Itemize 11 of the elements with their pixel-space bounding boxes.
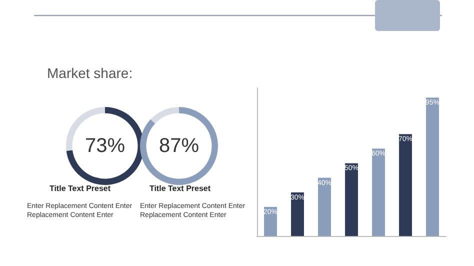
text: Title Text Preset: [148, 184, 212, 193]
bar: [345, 163, 358, 236]
bar: [291, 192, 304, 236]
bar: [399, 134, 412, 236]
bar: [318, 178, 331, 236]
chart-title: Market share:: [47, 65, 133, 81]
data-label: 73%: [84, 135, 126, 157]
data-label: 87%: [158, 135, 200, 157]
bar: [372, 148, 385, 236]
text: Title Text Preset: [48, 184, 112, 193]
bar: [426, 98, 439, 236]
